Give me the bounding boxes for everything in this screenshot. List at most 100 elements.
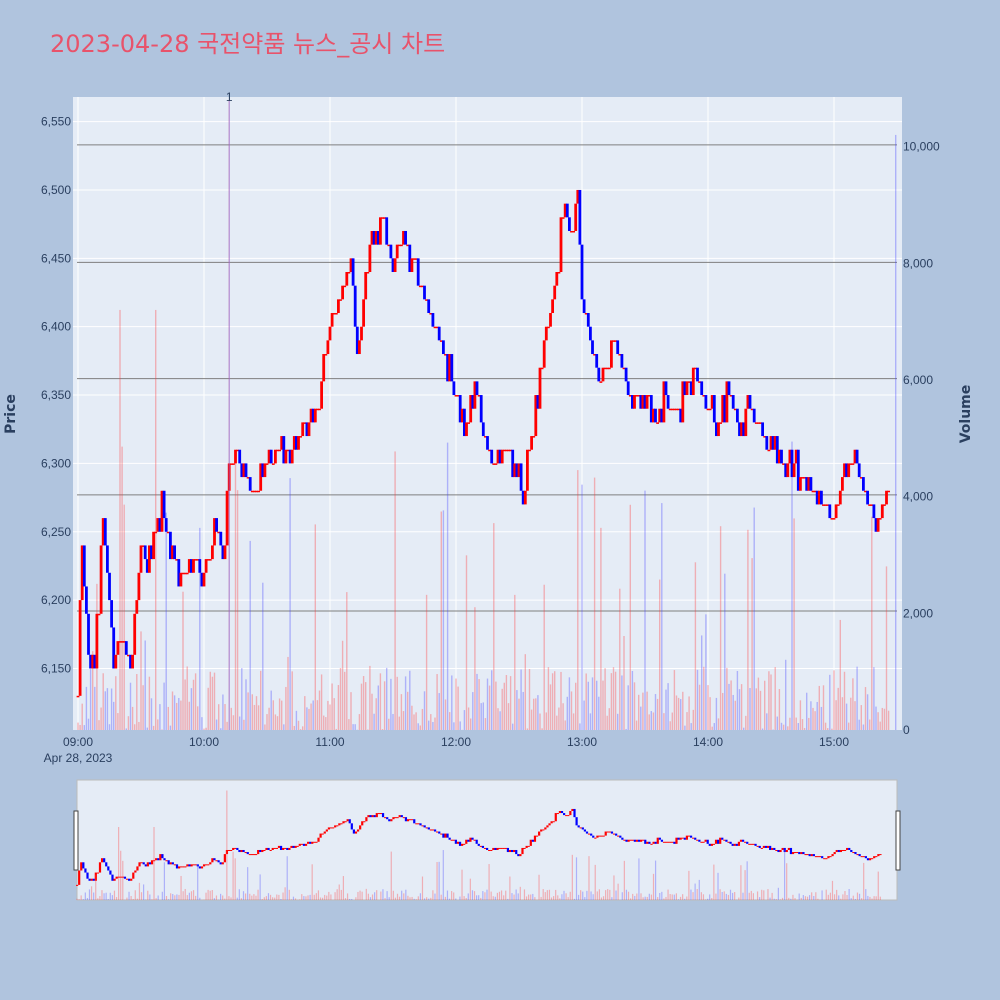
mini-volume-bar: [444, 896, 446, 900]
mini-candle: [433, 829, 437, 832]
mini-volume-bar: [767, 889, 769, 900]
candle: [885, 490, 888, 505]
volume-bar: [675, 695, 678, 730]
mini-volume-bar: [813, 895, 815, 900]
volume-bar: [833, 670, 835, 730]
volume-bar: [732, 694, 734, 730]
mini-volume-bar: [82, 899, 84, 900]
volume-bar: [209, 671, 211, 730]
candle: [754, 422, 758, 424]
mini-candle: [221, 862, 224, 865]
mini-volume-bar: [122, 860, 124, 900]
candle: [633, 395, 636, 409]
volume-bar: [260, 670, 262, 730]
candle: [872, 504, 876, 519]
range-slider-right-handle[interactable]: [895, 810, 901, 871]
mini-volume-bar: [775, 899, 777, 900]
candle: [127, 654, 130, 657]
volume-bar: [738, 689, 741, 730]
volume-bar: [140, 631, 142, 730]
volume-bar: [470, 718, 472, 730]
mini-volume-bar: [326, 895, 328, 900]
volume-bar: [822, 685, 825, 730]
mini-volume-bar: [374, 892, 376, 900]
mini-volume-bar: [865, 889, 867, 900]
volume-bar: [524, 654, 526, 730]
candle: [290, 449, 294, 464]
mini-volume-bar: [715, 893, 717, 900]
volume-bar: [295, 710, 298, 730]
candle: [496, 449, 500, 464]
volume-bar: [245, 679, 247, 730]
volume-bar: [161, 729, 163, 730]
volume-bar: [507, 703, 510, 730]
mini-candle: [130, 878, 133, 881]
mini-volume-bar: [711, 897, 713, 900]
mini-candle: [192, 864, 195, 866]
mini-volume-bar: [426, 897, 428, 900]
mini-candle: [186, 864, 189, 867]
mini-candle: [685, 835, 688, 840]
mini-volume-bar: [613, 875, 615, 900]
mini-candle: [294, 845, 297, 848]
candle: [582, 299, 586, 314]
volume-bar: [600, 527, 602, 730]
mini-volume-bar: [771, 892, 773, 900]
mini-candle: [105, 862, 108, 867]
candle: [404, 230, 407, 245]
mini-volume-bar: [167, 899, 170, 900]
mini-candle: [321, 833, 324, 835]
mini-candle: [841, 849, 845, 851]
mini-volume-bar: [99, 896, 101, 900]
mini-candle: [396, 817, 399, 819]
candle: [836, 504, 840, 506]
volume-bar: [850, 697, 852, 730]
mini-candle: [223, 854, 226, 863]
volume-bar: [745, 715, 747, 730]
volume-bar: [411, 705, 413, 730]
mini-candle: [519, 854, 522, 857]
mini-volume-bar: [392, 890, 394, 900]
volume-bar: [163, 682, 165, 730]
candle: [236, 449, 239, 452]
candle: [725, 381, 729, 423]
mini-candle: [864, 856, 867, 859]
candle: [775, 436, 779, 464]
candle: [120, 641, 124, 643]
mini-volume-bar: [115, 897, 118, 900]
candle: [591, 340, 594, 355]
volume-bars: [77, 99, 897, 731]
range-slider-left-handle[interactable]: [73, 810, 79, 871]
candle: [439, 340, 443, 342]
candle: [528, 449, 531, 452]
mini-candle: [871, 858, 874, 860]
mini-volume-bar: [136, 898, 138, 900]
mini-candle: [560, 811, 564, 814]
candle: [280, 436, 284, 450]
candle: [876, 518, 880, 532]
mini-candle: [708, 843, 711, 846]
volume-bar: [213, 672, 216, 730]
mini-candle: [161, 854, 164, 859]
mini-volume-bar: [879, 896, 881, 900]
mini-candle: [521, 847, 524, 855]
mini-candle: [92, 878, 95, 881]
mini-candle: [469, 837, 472, 842]
mini-candle: [698, 839, 701, 842]
candle: [572, 230, 575, 233]
candle: [444, 354, 447, 356]
volume-bar: [169, 725, 172, 730]
mini-candle: [132, 872, 135, 879]
mini-candle: [835, 849, 838, 853]
mini-candle: [475, 839, 478, 844]
range-slider[interactable]: [76, 779, 898, 901]
candle: [855, 449, 859, 464]
candle: [505, 449, 508, 452]
candle: [263, 463, 267, 478]
mini-candle: [492, 847, 495, 850]
volume-bar: [669, 721, 671, 730]
candle: [362, 299, 365, 327]
mini-candle: [429, 829, 433, 831]
mini-candle: [419, 823, 422, 826]
